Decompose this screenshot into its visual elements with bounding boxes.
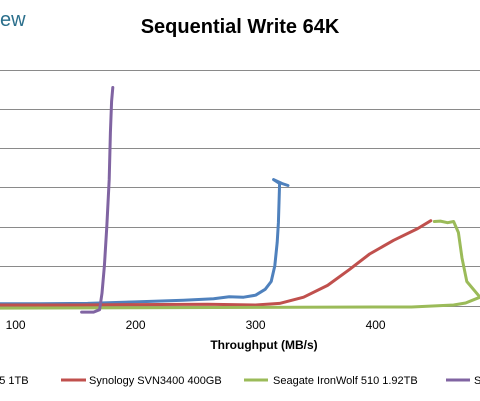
series-line-1 (0, 178, 290, 306)
x-tick-label: 100 (6, 318, 26, 332)
x-axis-ticks: 100 200 300 400 (6, 318, 386, 332)
legend-label: Seagate IronWolf 510 1.92TB (273, 375, 418, 387)
series-line-3 (0, 219, 480, 310)
chart-title: Sequential Write 64K (141, 16, 340, 38)
x-axis-label: Throughput (MB/s) (210, 338, 317, 352)
plot-area (0, 86, 480, 314)
gridlines (0, 70, 480, 267)
series-line-4 (80, 86, 115, 314)
legend-label: Synology SVN3400 400GB (89, 375, 222, 387)
series-line-2 (0, 219, 433, 307)
x-tick-label: 300 (246, 318, 266, 332)
x-tick-label: 200 (126, 318, 146, 332)
legend-label: S (474, 375, 480, 387)
legend: 525 1TB Synology SVN3400 400GB Seagate Iro… (0, 375, 480, 387)
x-tick-label: 400 (366, 318, 386, 332)
watermark-logo: ew (0, 9, 26, 31)
legend-label: 525 1TB (0, 375, 29, 387)
